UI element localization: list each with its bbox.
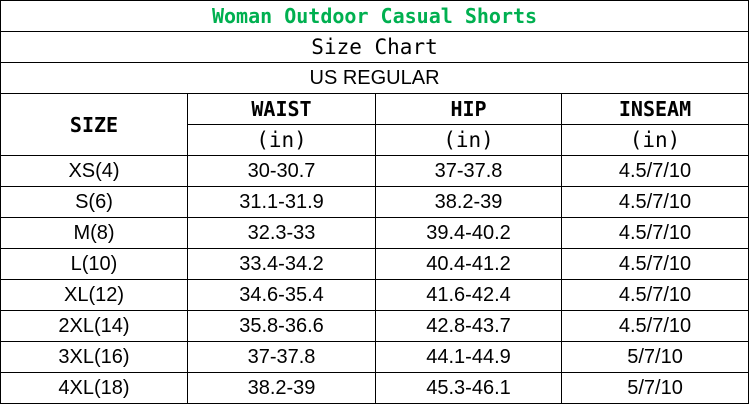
cell-size: XL(12) (0, 279, 188, 311)
header-inseam: INSEAM (560, 93, 749, 125)
header-hip: HIP (375, 93, 562, 125)
cell-hip: 42.8-43.7 (375, 310, 562, 342)
cell-size: 2XL(14) (0, 310, 188, 342)
cell-size: 3XL(16) (0, 341, 188, 373)
cell-hip: 39.4-40.2 (375, 217, 562, 249)
unit-inseam: (in) (560, 124, 749, 156)
table-row: M(8) 32.3-33 39.4-40.2 4.5/7/10 (0, 217, 749, 249)
table-row: L(10) 33.4-34.2 40.4-41.2 4.5/7/10 (0, 248, 749, 280)
cell-waist: 30-30.7 (187, 155, 376, 187)
cell-waist: 37-37.8 (187, 341, 376, 373)
chart-title: Woman Outdoor Casual Shorts (0, 0, 749, 32)
cell-hip: 38.2-39 (375, 186, 562, 218)
cell-hip: 37-37.8 (375, 155, 562, 187)
region-label: US REGULAR (0, 62, 749, 94)
cell-waist: 34.6-35.4 (187, 279, 376, 311)
cell-inseam: 5/7/10 (560, 372, 749, 404)
table-row: 4XL(18) 38.2-39 45.3-46.1 5/7/10 (0, 372, 749, 404)
cell-waist: 31.1-31.9 (187, 186, 376, 218)
cell-hip: 45.3-46.1 (375, 372, 562, 404)
cell-size: S(6) (0, 186, 188, 218)
cell-inseam: 4.5/7/10 (560, 310, 749, 342)
cell-inseam: 4.5/7/10 (560, 155, 749, 187)
chart-subtitle: Size Chart (0, 31, 749, 63)
size-chart-table: Woman Outdoor Casual Shorts Size Chart U… (0, 0, 749, 404)
cell-hip: 41.6-42.4 (375, 279, 562, 311)
cell-inseam: 4.5/7/10 (560, 248, 749, 280)
table-row: 3XL(16) 37-37.8 44.1-44.9 5/7/10 (0, 341, 749, 373)
header-size: SIZE (0, 93, 188, 156)
cell-waist: 33.4-34.2 (187, 248, 376, 280)
cell-size: L(10) (0, 248, 188, 280)
cell-size: 4XL(18) (0, 372, 188, 404)
cell-waist: 35.8-36.6 (187, 310, 376, 342)
unit-waist: (in) (187, 124, 376, 156)
table-row: XS(4) 30-30.7 37-37.8 4.5/7/10 (0, 155, 749, 187)
cell-inseam: 4.5/7/10 (560, 186, 749, 218)
table-row: 2XL(14) 35.8-36.6 42.8-43.7 4.5/7/10 (0, 310, 749, 342)
table-row: XL(12) 34.6-35.4 41.6-42.4 4.5/7/10 (0, 279, 749, 311)
cell-inseam: 5/7/10 (560, 341, 749, 373)
cell-inseam: 4.5/7/10 (560, 279, 749, 311)
cell-size: XS(4) (0, 155, 188, 187)
cell-size: M(8) (0, 217, 188, 249)
cell-waist: 38.2-39 (187, 372, 376, 404)
cell-hip: 44.1-44.9 (375, 341, 562, 373)
cell-inseam: 4.5/7/10 (560, 217, 749, 249)
header-waist: WAIST (187, 93, 376, 125)
cell-waist: 32.3-33 (187, 217, 376, 249)
unit-hip: (in) (375, 124, 562, 156)
table-row: S(6) 31.1-31.9 38.2-39 4.5/7/10 (0, 186, 749, 218)
cell-hip: 40.4-41.2 (375, 248, 562, 280)
